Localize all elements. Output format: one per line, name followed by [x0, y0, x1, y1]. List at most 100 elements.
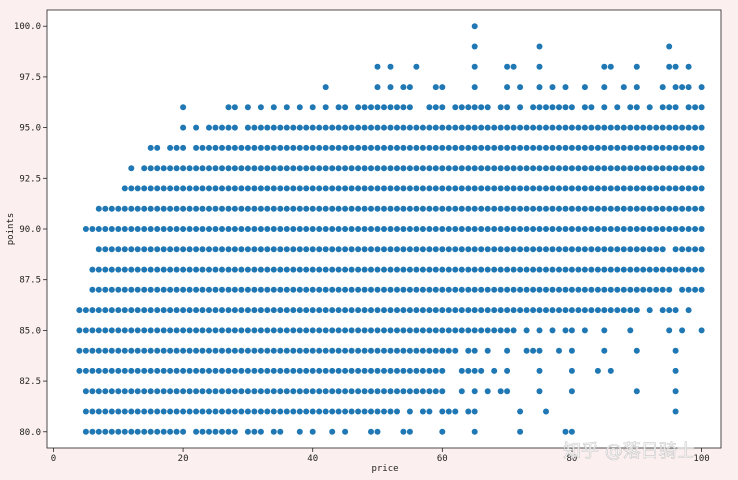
scatter-point [517, 408, 524, 415]
scatter-point [413, 226, 420, 232]
scatter-point [296, 144, 303, 151]
scatter-point [672, 205, 679, 212]
scatter-point [231, 246, 238, 253]
scatter-point [348, 266, 355, 273]
scatter-point [231, 347, 238, 354]
scatter-point [426, 226, 433, 232]
scatter-point [588, 226, 595, 232]
scatter-point [633, 185, 640, 192]
scatter-point [530, 124, 537, 131]
scatter-point [471, 185, 478, 192]
scatter-point [640, 226, 647, 232]
scatter-point [368, 347, 374, 354]
scatter-point [225, 246, 232, 253]
scatter-point [290, 246, 297, 253]
scatter-point [465, 367, 472, 374]
scatter-point [257, 266, 264, 273]
scatter-point [491, 286, 498, 293]
y-tick-label: 97.5 [19, 73, 41, 83]
y-tick-label: 95.0 [19, 124, 41, 134]
scatter-point [439, 388, 446, 395]
scatter-point [413, 266, 420, 273]
scatter-point [270, 428, 277, 435]
scatter-point [316, 307, 323, 314]
scatter-point [283, 388, 290, 395]
scatter-point [257, 408, 264, 415]
scatter-point [180, 144, 187, 151]
scatter-point [458, 165, 465, 172]
scatter-point [147, 367, 154, 374]
scatter-point [439, 246, 446, 253]
scatter-point [698, 226, 705, 232]
scatter-point [206, 347, 212, 354]
scatter-point [244, 246, 251, 253]
scatter-point [517, 84, 524, 91]
scatter-point [406, 408, 413, 415]
scatter-point [270, 388, 277, 395]
scatter-point [225, 205, 232, 212]
scatter-point [283, 286, 290, 293]
scatter-point [186, 286, 193, 293]
scatter-point [296, 307, 303, 314]
scatter-point [270, 226, 277, 232]
scatter-point [257, 428, 264, 435]
scatter-point [355, 104, 362, 111]
scatter-point [458, 286, 465, 293]
scatter-point [355, 205, 362, 212]
scatter-point [82, 307, 89, 314]
scatter-point [147, 205, 154, 212]
scatter-point [121, 428, 128, 435]
scatter-point [478, 266, 485, 273]
scatter-point [374, 144, 381, 151]
scatter-point [523, 124, 530, 131]
scatter-point [394, 307, 400, 314]
scatter-point [219, 347, 225, 354]
scatter-point [387, 307, 394, 314]
scatter-point [238, 226, 245, 232]
scatter-point [679, 205, 686, 212]
scatter-point [355, 307, 362, 314]
scatter-point [458, 388, 465, 395]
scatter-point [484, 165, 491, 172]
scatter-point [517, 246, 524, 253]
scatter-point [523, 144, 530, 151]
scatter-point [128, 266, 135, 273]
scatter-point [432, 124, 439, 131]
scatter-point [549, 286, 556, 293]
scatter-point [510, 185, 517, 192]
scatter-point [491, 246, 498, 253]
scatter-point [309, 226, 316, 232]
scatter-point [445, 144, 452, 151]
scatter-point [251, 388, 258, 395]
scatter-point [238, 286, 245, 293]
scatter-point [679, 124, 686, 131]
scatter-point [562, 185, 569, 192]
scatter-point [581, 104, 588, 111]
scatter-point [322, 205, 329, 212]
scatter-point [394, 205, 400, 212]
scatter-point [225, 428, 232, 435]
scatter-point [322, 286, 329, 293]
scatter-point [219, 388, 225, 395]
scatter-point [225, 266, 232, 273]
scatter-point [173, 307, 180, 314]
scatter-point [355, 347, 362, 354]
scatter-point [374, 84, 381, 91]
scatter-point [361, 246, 368, 253]
scatter-point [452, 327, 459, 334]
scatter-point [167, 327, 174, 334]
scatter-point [329, 408, 336, 415]
scatter-point [439, 165, 446, 172]
scatter-point [530, 266, 537, 273]
scatter-point [620, 226, 627, 232]
scatter-point [406, 124, 413, 131]
scatter-point [394, 124, 400, 131]
scatter-point [432, 205, 439, 212]
scatter-point [309, 124, 316, 131]
scatter-point [484, 144, 491, 151]
scatter-point [504, 327, 511, 334]
scatter-point [394, 104, 400, 111]
scatter-point [504, 388, 511, 395]
scatter-point [465, 266, 472, 273]
x-tick-label: 40 [307, 454, 318, 464]
